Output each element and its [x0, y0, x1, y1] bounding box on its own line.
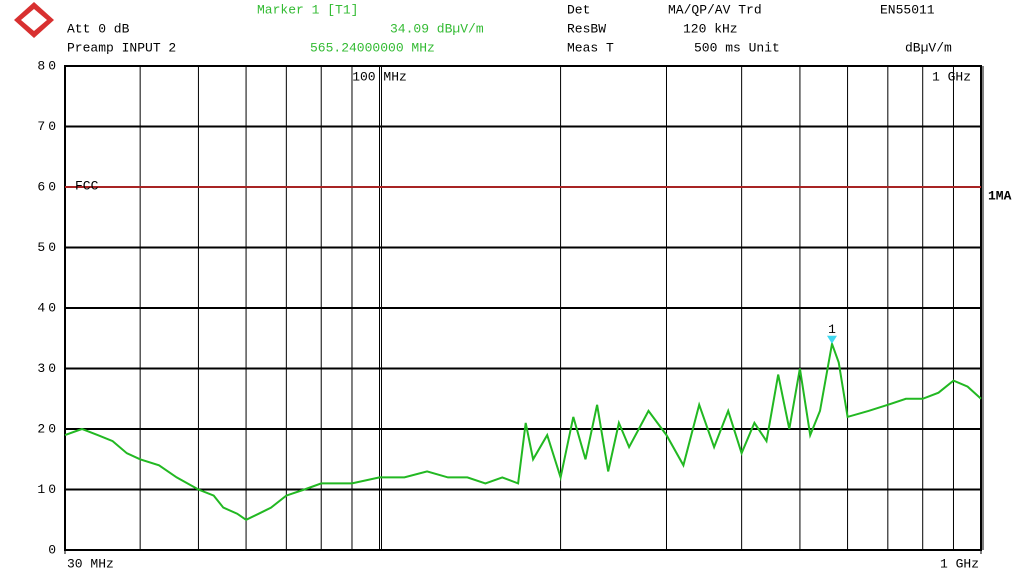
preamp: Preamp INPUT 2 [67, 40, 176, 55]
y-tick-label: 50 [37, 240, 59, 255]
attenuation: Att 0 dB [67, 21, 130, 36]
meas-time: Meas T [567, 40, 614, 55]
trace-label: 1MA [988, 188, 1012, 203]
y-tick-label: 0 [48, 542, 59, 557]
resbw: ResBW [567, 21, 606, 36]
marker-label: 1 [828, 322, 836, 337]
y-tick-label: 10 [37, 482, 59, 497]
y-tick-label: 20 [37, 421, 59, 436]
meas-time-value: 500 ms Unit [694, 40, 780, 55]
detector: Det [567, 2, 590, 17]
marker-level: 34.09 dBµV/m [390, 21, 484, 36]
resbw-value: 120 kHz [683, 21, 738, 36]
y-tick-label: 70 [37, 119, 59, 134]
x-top-label: 100 MHz [352, 69, 407, 84]
marker [826, 335, 837, 344]
x-tick-label: 1 GHz [940, 556, 979, 571]
y-tick-label: 60 [37, 179, 59, 194]
limit-label: FCC [75, 178, 99, 193]
y-tick-label: 80 [37, 58, 59, 73]
unit: dBµV/m [905, 40, 952, 55]
marker-frequency: 565.24000000 MHz [310, 40, 435, 55]
y-tick-label: 40 [37, 300, 59, 315]
standard: EN55011 [880, 2, 935, 17]
x-top-label: 1 GHz [932, 69, 971, 84]
logo [14, 2, 54, 38]
trace [64, 339, 982, 521]
marker-title: Marker 1 [T1] [257, 2, 358, 17]
x-tick-label: 30 MHz [67, 556, 114, 571]
y-tick-label: 30 [37, 361, 59, 376]
detector-mode: MA/QP/AV Trd [668, 2, 762, 17]
